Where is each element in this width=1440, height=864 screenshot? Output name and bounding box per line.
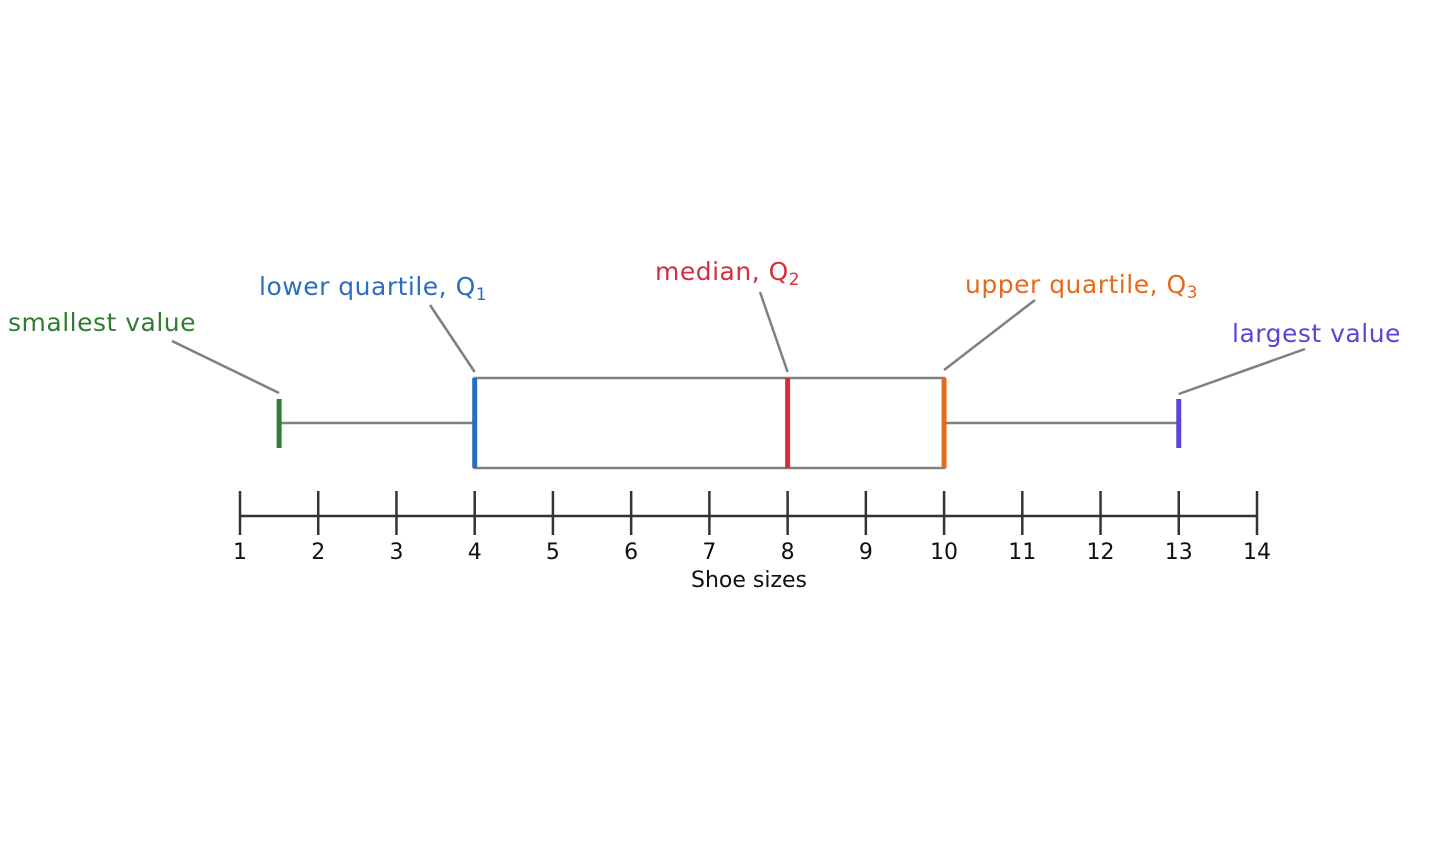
- x-tick-label: 7: [702, 540, 716, 565]
- x-tick-label: 6: [624, 540, 638, 565]
- x-tick-label: 3: [389, 540, 403, 565]
- interquartile-box: [473, 376, 946, 470]
- median-leader: [758, 291, 789, 373]
- x-tick-label: 12: [1087, 540, 1115, 565]
- x-axis-title: Shoe sizes: [691, 568, 807, 593]
- median-label: median, Q2: [655, 257, 800, 290]
- box-plot-layer: [276, 376, 1182, 470]
- lower-quartile-leader: [428, 304, 476, 373]
- x-tick-label: 9: [859, 540, 873, 565]
- upper-quartile-label: upper quartile, Q3: [965, 270, 1198, 303]
- x-axis: 1 2 3 4 5 6 7 8 9 10 11 12 13 14 Shoe sizes: [233, 491, 1271, 593]
- x-tick-label: 5: [546, 540, 560, 565]
- x-tick-label: 2: [311, 540, 325, 565]
- x-tick-label: 13: [1165, 540, 1193, 565]
- x-tick-label: 14: [1243, 540, 1271, 565]
- x-axis-ticks: 1 2 3 4 5 6 7 8 9 10 11 12 13 14: [233, 491, 1271, 565]
- largest-value-label: largest value: [1232, 319, 1401, 348]
- lower-quartile-label: lower quartile, Q1: [259, 272, 487, 305]
- annotation-labels: smallest value lower quartile, Q1 median…: [8, 257, 1401, 348]
- x-tick-label: 11: [1008, 540, 1036, 565]
- x-tick-label: 1: [233, 540, 247, 565]
- x-tick-label: 10: [930, 540, 958, 565]
- smallest-value-label: smallest value: [8, 308, 196, 337]
- upper-quartile-leader: [943, 299, 1036, 371]
- x-tick-label: 4: [468, 540, 482, 565]
- largest-value-leader: [1178, 347, 1306, 396]
- x-tick-label: 8: [781, 540, 795, 565]
- annotation-leader-lines: [171, 291, 1306, 396]
- smallest-value-leader: [171, 339, 280, 395]
